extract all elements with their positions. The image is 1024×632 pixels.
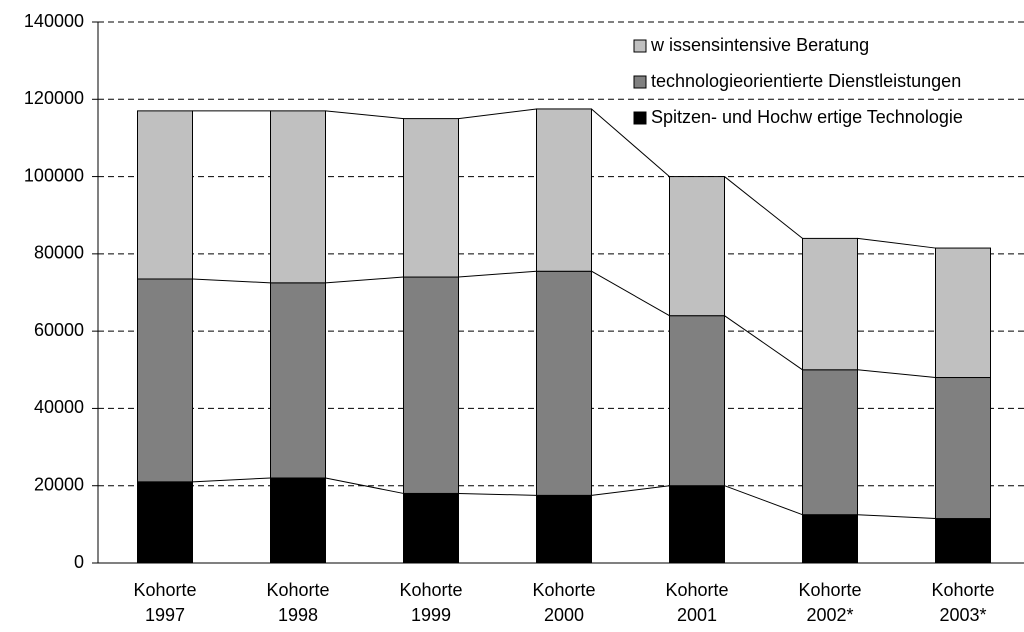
connector (724, 176, 803, 239)
bar-segment (403, 118, 459, 278)
connector (857, 237, 936, 249)
x-tick-label: Kohorte 1999 (399, 580, 463, 625)
y-tick-label: 100000 (24, 165, 84, 185)
bar-segment (137, 110, 193, 280)
connector (458, 270, 537, 278)
bar-segment (536, 270, 592, 496)
y-tick-label: 60000 (34, 320, 84, 340)
bar-segment (935, 377, 991, 520)
x-tick-label: Kohorte 2003* (931, 580, 995, 625)
legend-swatch (633, 111, 647, 125)
bar-segment (536, 108, 592, 272)
bar-segment (270, 110, 326, 284)
bar-segment (935, 518, 991, 564)
bar-segment (403, 276, 459, 494)
legend-label: Spitzen- und Hochw ertige Technologie (651, 107, 963, 127)
connector (458, 108, 537, 120)
legend-swatch (633, 39, 647, 53)
bar-segment (802, 237, 858, 371)
bar-segment (403, 492, 459, 564)
connector (857, 369, 936, 379)
x-tick-label: Kohorte 2002* (798, 580, 862, 625)
bar-segment (935, 247, 991, 379)
bar-segment (802, 514, 858, 564)
connector (325, 477, 404, 494)
connector (724, 485, 803, 516)
connector (857, 514, 936, 520)
x-tick-label: Kohorte 1998 (266, 580, 330, 625)
connector (192, 278, 271, 284)
y-tick-label: 20000 (34, 474, 84, 494)
bar-segment (669, 315, 725, 487)
y-tick-label: 120000 (24, 88, 84, 108)
y-tick-label: 80000 (34, 243, 84, 263)
bar-segment (270, 477, 326, 564)
connector (325, 276, 404, 284)
legend-label: technologieorientierte Dienstleistungen (651, 71, 961, 91)
bar-segment (802, 369, 858, 516)
connector (325, 110, 404, 120)
bar-segment (137, 278, 193, 483)
connector (724, 315, 803, 371)
connector (591, 485, 670, 496)
x-tick-label: Kohorte 2000 (532, 580, 596, 625)
bar-segment (669, 176, 725, 317)
y-tick-label: 40000 (34, 397, 84, 417)
legend-label: w issensintensive Beratung (650, 35, 869, 55)
bar-segment (536, 494, 592, 564)
legend-swatch (633, 75, 647, 89)
bar-segment (137, 481, 193, 564)
connector (591, 108, 670, 177)
bar-segment (669, 485, 725, 564)
y-tick-label: 140000 (24, 11, 84, 31)
y-tick-label: 0 (74, 552, 84, 572)
bar-segment (270, 282, 326, 479)
connector (458, 492, 537, 496)
x-tick-label: Kohorte 1997 (133, 580, 197, 625)
connector (192, 477, 271, 483)
connector (591, 270, 670, 317)
x-tick-label: Kohorte 2001 (665, 580, 729, 625)
